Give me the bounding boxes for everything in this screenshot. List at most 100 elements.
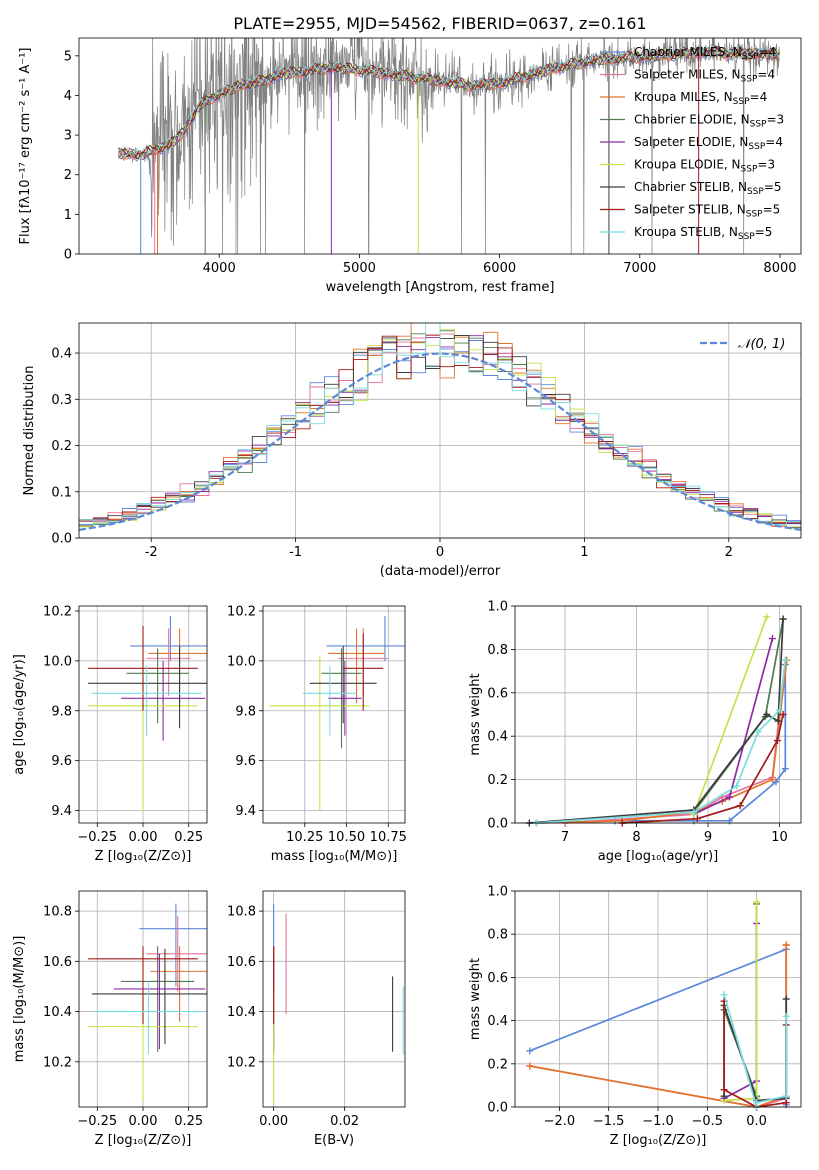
y-tick-label: 0.0: [51, 532, 72, 547]
y-tick-label: 3: [64, 129, 72, 144]
weight-marker: [693, 815, 701, 823]
x-tick-label: 10.25: [286, 830, 323, 845]
mass_vs_EBV-plot: [273, 903, 404, 1105]
weight_vs_Z-axes: −2.0 −1.5 −1.0 −0.5 0.0 0.0 0.2 0.4 0.6 0.8 1.0 Z […: [468, 885, 801, 1148]
x-axis-label: (data-model)/error: [380, 564, 501, 579]
y-tick-label: 10.4: [227, 1005, 256, 1020]
y-tick-label: 1: [64, 208, 72, 223]
x-tick-label: -2: [145, 545, 158, 560]
legend-entry: Chabrier STELIB, NSSP=5: [634, 180, 782, 197]
y-tick-label: 10.0: [227, 654, 256, 669]
y-tick-label: 0.6: [487, 971, 508, 986]
axes-frame: [78, 890, 208, 1108]
legend-entry: Kroupa ELODIE, NSSP=3: [634, 158, 775, 175]
x-tick-label: 7: [561, 830, 569, 845]
age_vs_mass-axes: 10.25 10.50 10.75 9.4 9.6 9.8 10.0 10.2 mass [lo…: [227, 604, 407, 864]
weight-marker: [776, 706, 784, 714]
y-tick-label: 1.0: [487, 600, 508, 615]
y-tick-label: 0.2: [487, 773, 508, 788]
y-tick-label: 9.8: [235, 704, 256, 719]
gaussian-curve: [79, 352, 801, 531]
spectrum-plot: [117, 38, 781, 254]
weight-marker: [726, 793, 733, 801]
y-tick-label: 0.2: [487, 1057, 508, 1072]
weight-marker: [736, 802, 744, 810]
x-tick-label: −2.0: [544, 1114, 576, 1129]
y-tick-label: 0.0: [487, 1101, 508, 1116]
weight_vs_Z-plot: [526, 898, 790, 1111]
gaussian-legend-label: 𝒩(0, 1): [738, 337, 785, 352]
axes-frame: [514, 890, 802, 1108]
y-tick-label: 0.6: [487, 686, 508, 701]
model-spectrum-5: [117, 46, 780, 161]
weight-marker: [773, 737, 781, 745]
x-tick-label: 10.75: [370, 830, 407, 845]
histogram-plot: [79, 323, 801, 531]
y-tick-label: 10.2: [227, 604, 256, 619]
weight-marker: [763, 613, 771, 621]
weight-marker: [720, 1086, 728, 1094]
x-tick-label: 2: [725, 545, 733, 560]
x-tick-label: 7000: [623, 261, 656, 276]
x-tick-label: 9: [704, 830, 712, 845]
y-tick-label: 0.2: [51, 439, 72, 454]
weight-marker: [690, 808, 698, 816]
y-tick-label: 10.6: [227, 955, 256, 970]
y-tick-label: 0.4: [487, 1014, 508, 1029]
x-tick-label: 0.00: [129, 1114, 158, 1129]
weight-line-5: [693, 616, 768, 815]
weight-marker: [720, 1092, 728, 1100]
legend-entry: Salpeter STELIB, NSSP=5: [634, 203, 780, 220]
x-tick-label: −1.5: [593, 1114, 625, 1129]
y-axis-label: mass weight: [468, 673, 483, 755]
y-tick-label: 10.2: [227, 1055, 256, 1070]
y-axis-label: Normed distribution: [22, 366, 37, 496]
y-tick-label: 10.2: [43, 1055, 72, 1070]
y-tick-label: 0: [64, 248, 72, 263]
axes-frame: [262, 890, 406, 1108]
weight-marker: [720, 991, 728, 999]
x-tick-label: 10: [771, 830, 788, 845]
x-tick-label: 0.0: [746, 1114, 767, 1129]
weight-marker: [782, 941, 790, 949]
y-axis-label: mass [log₁₀(M/M⊙)]: [12, 936, 27, 1063]
model-spectrum-8: [118, 45, 780, 158]
mass_vs_EBV-axes: 0.00 0.02 10.2 10.4 10.6 10.8 E(B-V): [227, 891, 405, 1148]
weight-marker: [782, 1099, 790, 1107]
axes-frame: [78, 605, 208, 824]
x-tick-label: 4000: [203, 261, 236, 276]
weight-line-8: [536, 660, 787, 824]
weight-marker: [782, 1012, 790, 1020]
residual-histogram-8: [79, 323, 801, 525]
legend-entry: Chabrier ELODIE, NSSP=3: [634, 113, 784, 130]
weight-marker: [753, 1099, 761, 1107]
legend-entry: Kroupa MILES, NSSP=4: [634, 90, 767, 107]
y-tick-label: 10.0: [43, 654, 72, 669]
weight-marker: [779, 711, 787, 718]
weight_vs_age-axes: 7 8 9 10 0.0 0.2 0.4 0.6 0.8 1.0 age [log₁₀(age/yr…: [468, 600, 801, 864]
x-tick-label: −1.0: [642, 1114, 674, 1129]
x-tick-label: -1: [289, 545, 302, 560]
weight-marker: [526, 1062, 534, 1070]
x-tick-label: 10.50: [328, 830, 365, 845]
y-tick-label: 5: [64, 49, 72, 64]
x-axis-label: E(B-V): [314, 1133, 354, 1148]
y-tick-label: 2: [64, 168, 72, 183]
weight-marker: [782, 1092, 790, 1100]
weight-marker: [768, 776, 776, 784]
x-axis-label: age [log₁₀(age/yr)]: [598, 849, 719, 864]
y-tick-label: 9.6: [51, 754, 72, 769]
y-axis-label: Flux [fλ10⁻¹⁷ erg cm⁻² s⁻¹ A⁻¹]: [18, 48, 33, 245]
y-tick-label: 0.4: [487, 730, 508, 745]
y-tick-label: 10.4: [43, 1005, 72, 1020]
weight-marker: [526, 1047, 534, 1055]
weight-marker: [733, 782, 741, 790]
y-tick-label: 0.4: [51, 347, 72, 362]
x-tick-label: 8000: [763, 261, 796, 276]
mass_vs_Z-plot: [88, 903, 207, 1102]
weight-marker: [768, 635, 776, 643]
x-tick-label: −0.25: [77, 830, 117, 845]
legend-entry: Chabrier MILES, NSSP=4: [634, 45, 776, 62]
weight-marker: [781, 765, 789, 773]
